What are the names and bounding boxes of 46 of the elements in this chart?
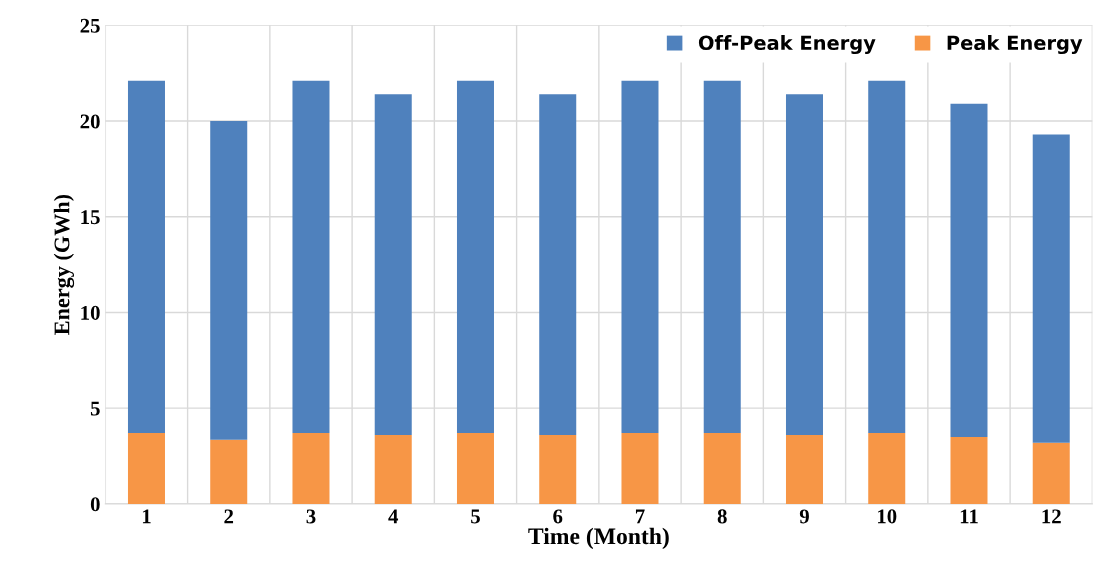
bar bbox=[785, 434, 823, 504]
bar bbox=[703, 433, 741, 504]
x-tick-label: 3 bbox=[306, 509, 316, 524]
bar bbox=[868, 80, 906, 434]
y-tick-label: 25 bbox=[80, 18, 100, 33]
bar bbox=[374, 434, 412, 504]
x-tick-label: 1 bbox=[142, 509, 151, 524]
bar bbox=[210, 121, 248, 440]
bar bbox=[703, 80, 741, 434]
bar bbox=[456, 80, 494, 434]
legend-label: Off-Peak Energy bbox=[698, 35, 876, 55]
y-tick-label: 15 bbox=[81, 210, 100, 225]
bar bbox=[456, 433, 494, 504]
y-tick-label: 0 bbox=[90, 497, 100, 512]
bar bbox=[127, 80, 165, 434]
bar bbox=[292, 80, 330, 434]
x-tick-label: 12 bbox=[1042, 509, 1061, 524]
x-tick-label: 4 bbox=[388, 509, 399, 524]
bar bbox=[621, 433, 659, 504]
x-tick-label: 2 bbox=[224, 509, 234, 524]
x-tick-label: 11 bbox=[960, 509, 978, 524]
x-axis-title: Time (Month) bbox=[528, 527, 669, 550]
bar bbox=[950, 103, 988, 437]
bar bbox=[785, 94, 823, 435]
x-tick-label: 7 bbox=[635, 509, 645, 524]
bar bbox=[210, 439, 248, 504]
y-tick-label: 20 bbox=[80, 114, 100, 129]
bar bbox=[539, 434, 577, 504]
bar bbox=[1032, 442, 1070, 504]
bar bbox=[539, 94, 577, 435]
x-tick-label: 9 bbox=[799, 509, 809, 524]
bar bbox=[621, 80, 659, 434]
x-tick-label: 5 bbox=[471, 509, 480, 524]
y-tick-label: 5 bbox=[90, 401, 100, 416]
x-tick-label: 10 bbox=[877, 509, 897, 524]
y-tick-label: 10 bbox=[81, 305, 100, 320]
bar bbox=[1032, 134, 1070, 443]
x-tick-label: 6 bbox=[553, 509, 563, 524]
y-axis-title: Energy (GWh) bbox=[53, 194, 75, 335]
x-tick-label: 8 bbox=[717, 509, 727, 524]
bar bbox=[292, 433, 330, 504]
bar bbox=[950, 436, 988, 504]
bar bbox=[127, 433, 165, 504]
legend-label: Peak Energy bbox=[947, 35, 1083, 55]
bar bbox=[374, 94, 412, 435]
bar bbox=[868, 433, 906, 504]
